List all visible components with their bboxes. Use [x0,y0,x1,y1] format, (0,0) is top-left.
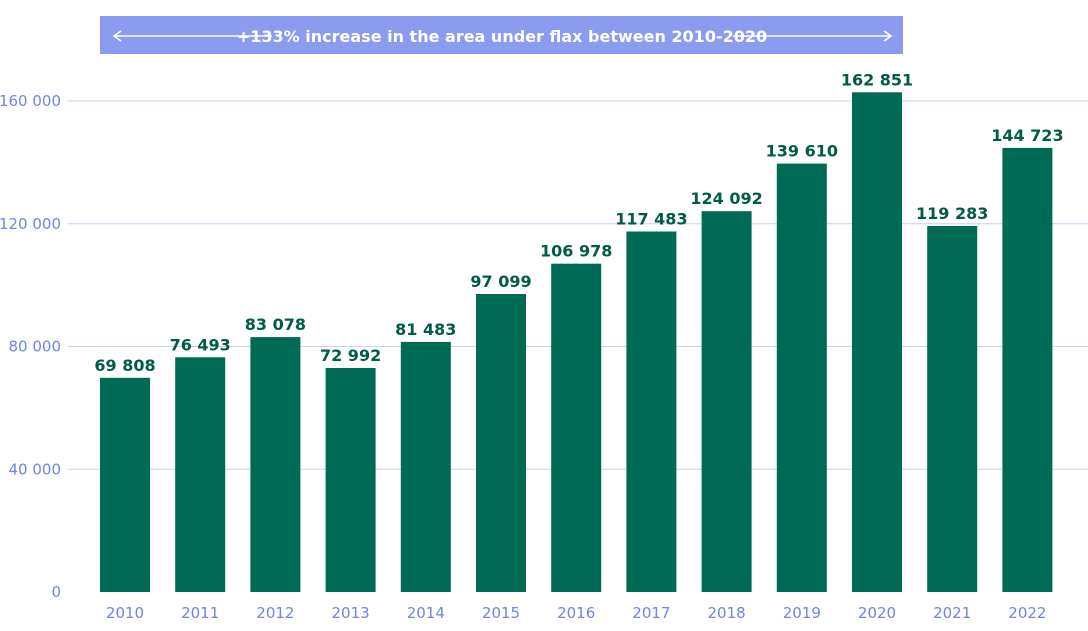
bar-2013 [325,368,376,592]
annotation-banner-background [100,16,903,54]
bars [100,92,1053,593]
y-axis-tick-labels: 0 40 000 80 000 120 000 160 000 [0,92,61,601]
bar-2022 [1002,147,1053,592]
x-tick-label: 2020 [858,604,896,622]
bar-2014 [400,341,451,592]
annotation-text: +133% increase in the area under flax be… [237,27,767,46]
x-tick-label: 2017 [632,604,670,622]
x-tick-label: 2010 [106,604,144,622]
bar-2020 [852,92,902,593]
bar-value-label: 117 483 [615,210,687,229]
bar-2010 [100,377,150,592]
bar-value-label: 97 099 [470,272,531,291]
x-tick-label: 2013 [332,604,370,622]
y-tick-label: 40 000 [9,460,62,478]
x-tick-label: 2019 [783,604,821,622]
bar-value-label: 72 992 [320,346,381,365]
x-tick-label: 2021 [933,604,971,622]
x-tick-label: 2011 [181,604,219,622]
bar-2015 [476,294,526,592]
bar-2017 [626,231,677,592]
bar-value-label: 144 723 [991,126,1063,145]
bar-value-label: 162 851 [841,70,913,89]
x-tick-label: 2014 [407,604,445,622]
right-arrow-icon [733,30,893,42]
x-tick-label: 2012 [256,604,294,622]
bar-value-label: 83 078 [245,315,306,334]
y-tick-label: 80 000 [9,338,62,356]
x-tick-label: 2016 [557,604,595,622]
x-tick-label: 2018 [708,604,746,622]
x-tick-label: 2015 [482,604,520,622]
bar-value-label: 69 808 [94,356,155,375]
bar-2018 [701,211,752,592]
x-axis-tick-labels: 2010 2011 2012 2013 2014 2015 2016 2017 2018 2019… [106,604,1047,622]
bar-2016 [551,263,602,592]
bar-2012 [250,337,301,592]
bar-value-labels: 69 808 76 493 83 078 72 992 81 483 97 099 106 … [94,70,1063,375]
y-tick-label: 0 [51,583,61,601]
bar-2011 [175,357,226,592]
bar-2021 [927,226,978,592]
bar-value-label: 124 092 [690,189,762,208]
y-tick-label: 120 000 [0,215,61,233]
bar-value-label: 81 483 [395,320,456,339]
bar-value-label: 106 978 [540,242,612,261]
y-tick-label: 160 000 [0,92,61,110]
annotation-banner: +133% increase in the area under flax be… [100,16,903,54]
bar-value-label: 76 493 [170,335,231,354]
bar-2019 [776,163,827,592]
bar-value-label: 119 283 [916,204,988,223]
left-arrow-icon [112,30,272,42]
x-tick-label: 2022 [1008,604,1046,622]
bar-value-label: 139 610 [766,142,838,161]
